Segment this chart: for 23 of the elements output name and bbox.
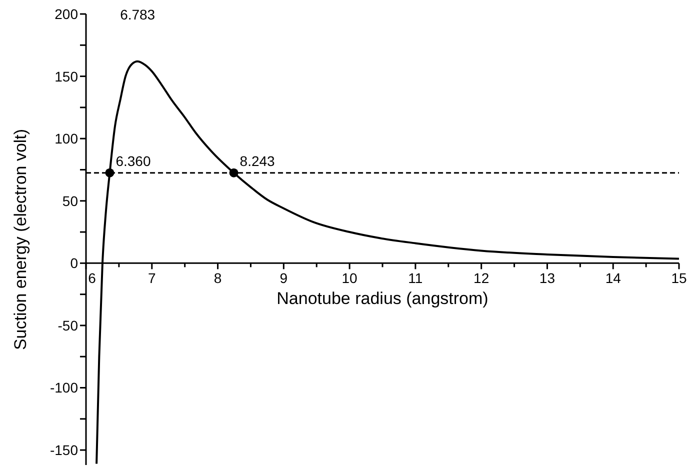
x-tick-label: 7 (148, 270, 156, 286)
annotation: 8.243 (240, 152, 276, 169)
y-tick-label: 150 (54, 68, 78, 84)
y-tick-label: 50 (62, 192, 78, 209)
y-tick-label: 200 (54, 6, 78, 22)
x-tick-label: 14 (605, 270, 622, 286)
y-axis-title: Suction energy (electron volt) (11, 128, 30, 350)
y-tick-label: 0 (70, 255, 78, 272)
x-tick-label: 11 (408, 270, 423, 286)
x-tick-label: 8 (214, 270, 222, 286)
x-tick-label: 12 (474, 270, 490, 286)
x-tick-label: 15 (671, 270, 687, 286)
y-tick-label: -100 (50, 380, 78, 396)
y-tick-label: -150 (50, 442, 78, 458)
x-tick-label: 9 (280, 270, 288, 286)
annotation: 6.783 (120, 6, 156, 22)
x-tick-label: 13 (539, 270, 556, 286)
y-tick-label: -50 (58, 317, 78, 334)
x-axis-title: Nanotube radius (angstrom) (276, 289, 488, 308)
annotation: 6.360 (116, 152, 151, 169)
x-tick-label: 10 (342, 270, 358, 286)
y-tick-label: 100 (54, 130, 78, 147)
x-tick-label: 6 (88, 270, 96, 286)
